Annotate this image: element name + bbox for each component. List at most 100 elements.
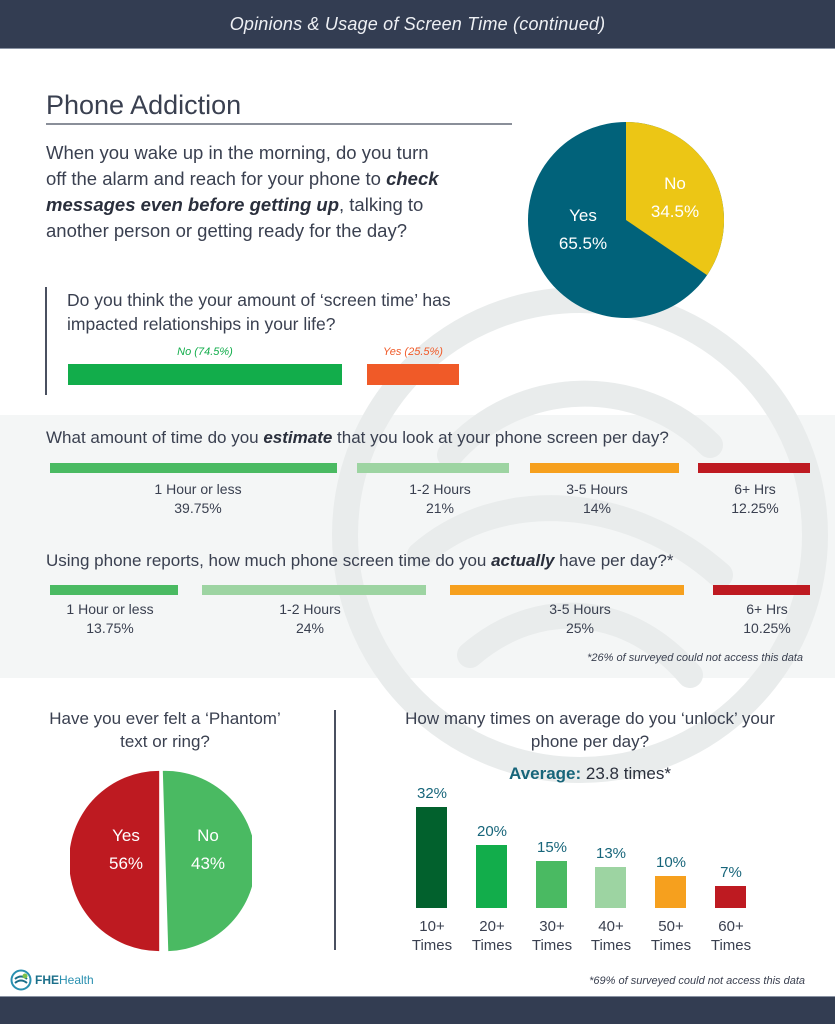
actual-value: 13.75% (86, 620, 134, 636)
actual-bar-3-5h (450, 585, 684, 595)
wake-pie-chart (527, 121, 725, 319)
fhe-health-logo: FHEHealth (10, 969, 94, 991)
unlock-category-line: Times (710, 937, 752, 954)
pie-slice-no (626, 121, 725, 276)
estimate-bar-6h (698, 463, 810, 473)
phantom-yes-label: Yes 56% (96, 822, 156, 878)
unlock-category-line: Times (590, 937, 632, 954)
actual-bar-6h (713, 585, 810, 595)
pie-yes-label: Yes 65.5% (553, 202, 613, 258)
estimate-question-text-end: that you look at your phone screen per d… (332, 428, 669, 447)
pie-no-label: No 34.5% (640, 170, 710, 226)
estimate-bar-3-5h (530, 463, 679, 473)
phantom-question: Have you ever felt a ‘Phantom’ text or r… (49, 709, 281, 751)
actual-footnote: *26% of surveyed could not access this d… (587, 652, 803, 664)
estimate-question: What amount of time do you estimate that… (46, 428, 669, 448)
unlock-category-label: 10+ Times (402, 917, 462, 955)
estimate-label-3-5h: 3-5 Hours 14% (537, 480, 657, 518)
actual-label-6h: 6+ Hrs 10.25% (712, 600, 822, 638)
unlock-category-line: Times (531, 937, 573, 954)
phantom-yes-category: Yes (112, 826, 140, 845)
actual-category: 3-5 Hours (549, 601, 611, 617)
relationships-no-label: No (74.5%) (177, 346, 233, 358)
logo-text-bold: FHE (35, 973, 59, 987)
estimate-label-6h: 6+ Hrs 12.25% (700, 480, 810, 518)
unlock-bar-value: 7% (720, 864, 742, 881)
estimate-category: 3-5 Hours (566, 481, 628, 497)
title-underline (46, 123, 512, 125)
unlock-bar-value: 10% (655, 854, 687, 871)
actual-label-1-2h: 1-2 Hours 24% (250, 600, 370, 638)
header-title: Opinions & Usage of Screen Time (continu… (229, 14, 606, 34)
actual-category: 6+ Hrs (746, 601, 788, 617)
unlock-bar (476, 845, 507, 908)
unlock-bar (715, 886, 746, 908)
actual-question-text-end: have per day?* (554, 551, 674, 570)
relationships-left-rule (45, 287, 47, 395)
estimate-bar-1-2h (357, 463, 509, 473)
fhe-logo-icon (10, 969, 32, 991)
actual-bar-1h (50, 585, 178, 595)
phantom-no-label: No 43% (178, 822, 238, 878)
wake-question: When you wake up in the morning, do you … (46, 140, 441, 244)
unlock-category-line: 30+ (539, 918, 565, 935)
actual-label-3-5h: 3-5 Hours 25% (520, 600, 640, 638)
estimate-category: 1-2 Hours (409, 481, 471, 497)
unlock-bar-value: 15% (536, 839, 568, 856)
estimate-category: 1 Hour or less (154, 481, 242, 497)
actual-question-text: Using phone reports, how much phone scre… (46, 551, 492, 570)
unlock-bar (416, 807, 447, 908)
actual-question: Using phone reports, how much phone scre… (46, 551, 674, 571)
unlock-category-line: Times (471, 937, 513, 954)
actual-question-emphasis: actually (491, 551, 555, 570)
unlock-bar (536, 861, 567, 908)
section-divider (334, 710, 336, 950)
unlock-category-label: 20+ Times (462, 917, 522, 955)
pie-slice-no (162, 770, 252, 952)
relationships-no-bar (68, 364, 342, 385)
estimate-question-emphasis: estimate (263, 428, 333, 447)
relationships-yes-label: Yes (25.5%) (383, 346, 443, 358)
pie-no-value: 34.5% (650, 202, 700, 221)
unlock-category-line: Times (411, 937, 453, 954)
wake-question-text: When you wake up in the morning, do you … (46, 142, 429, 189)
unlock-category-label: 30+ Times (522, 917, 582, 955)
unlock-category-line: 20+ (479, 918, 505, 935)
pie-yes-category: Yes (569, 206, 597, 225)
estimate-label-1-2h: 1-2 Hours 21% (380, 480, 500, 518)
relationships-question: Do you think the your amount of ‘screen … (67, 290, 451, 334)
unlock-bar (655, 876, 686, 908)
estimate-value: 21% (425, 500, 455, 516)
unlock-bar-value: 20% (476, 823, 508, 840)
section-title: Phone Addiction (46, 90, 242, 120)
unlock-category-line: 10+ (419, 918, 445, 935)
phantom-no-category: No (197, 826, 219, 845)
actual-value: 10.25% (743, 620, 791, 636)
actual-value: 25% (565, 620, 595, 636)
header-banner: Opinions & Usage of Screen Time (continu… (0, 0, 835, 49)
footer-banner (0, 996, 835, 1024)
pie-yes-value: 65.5% (558, 234, 608, 253)
unlock-category-line: 60+ (718, 918, 744, 935)
actual-category: 1-2 Hours (279, 601, 341, 617)
unlock-bar-value: 13% (595, 845, 627, 862)
phantom-yes-value: 56% (108, 854, 144, 873)
unlock-category-label: 60+ Times (701, 917, 761, 955)
logo-text: FHEHealth (35, 973, 94, 987)
unlock-question: How many times on average do you ‘unlock… (405, 709, 775, 751)
actual-label-1h: 1 Hour or less 13.75% (50, 600, 170, 638)
phantom-no-value: 43% (190, 854, 226, 873)
unlock-category-line: 40+ (598, 918, 624, 935)
unlock-category-line: Times (650, 937, 692, 954)
relationships-yes-bar (367, 364, 459, 385)
logo-text-regular: Health (59, 973, 94, 987)
estimate-category: 6+ Hrs (734, 481, 776, 497)
wake-question-text-end: , talking to another person or getting r… (46, 194, 424, 241)
wake-question-emphasis: check messages even before getting up (46, 168, 439, 215)
actual-category: 1 Hour or less (66, 601, 154, 617)
unlock-bar-value: 32% (416, 785, 448, 802)
actual-value: 24% (295, 620, 325, 636)
estimate-value: 12.25% (731, 500, 779, 516)
unlock-average: Average: 23.8 times* (380, 764, 800, 784)
phantom-pie-chart (70, 770, 252, 952)
